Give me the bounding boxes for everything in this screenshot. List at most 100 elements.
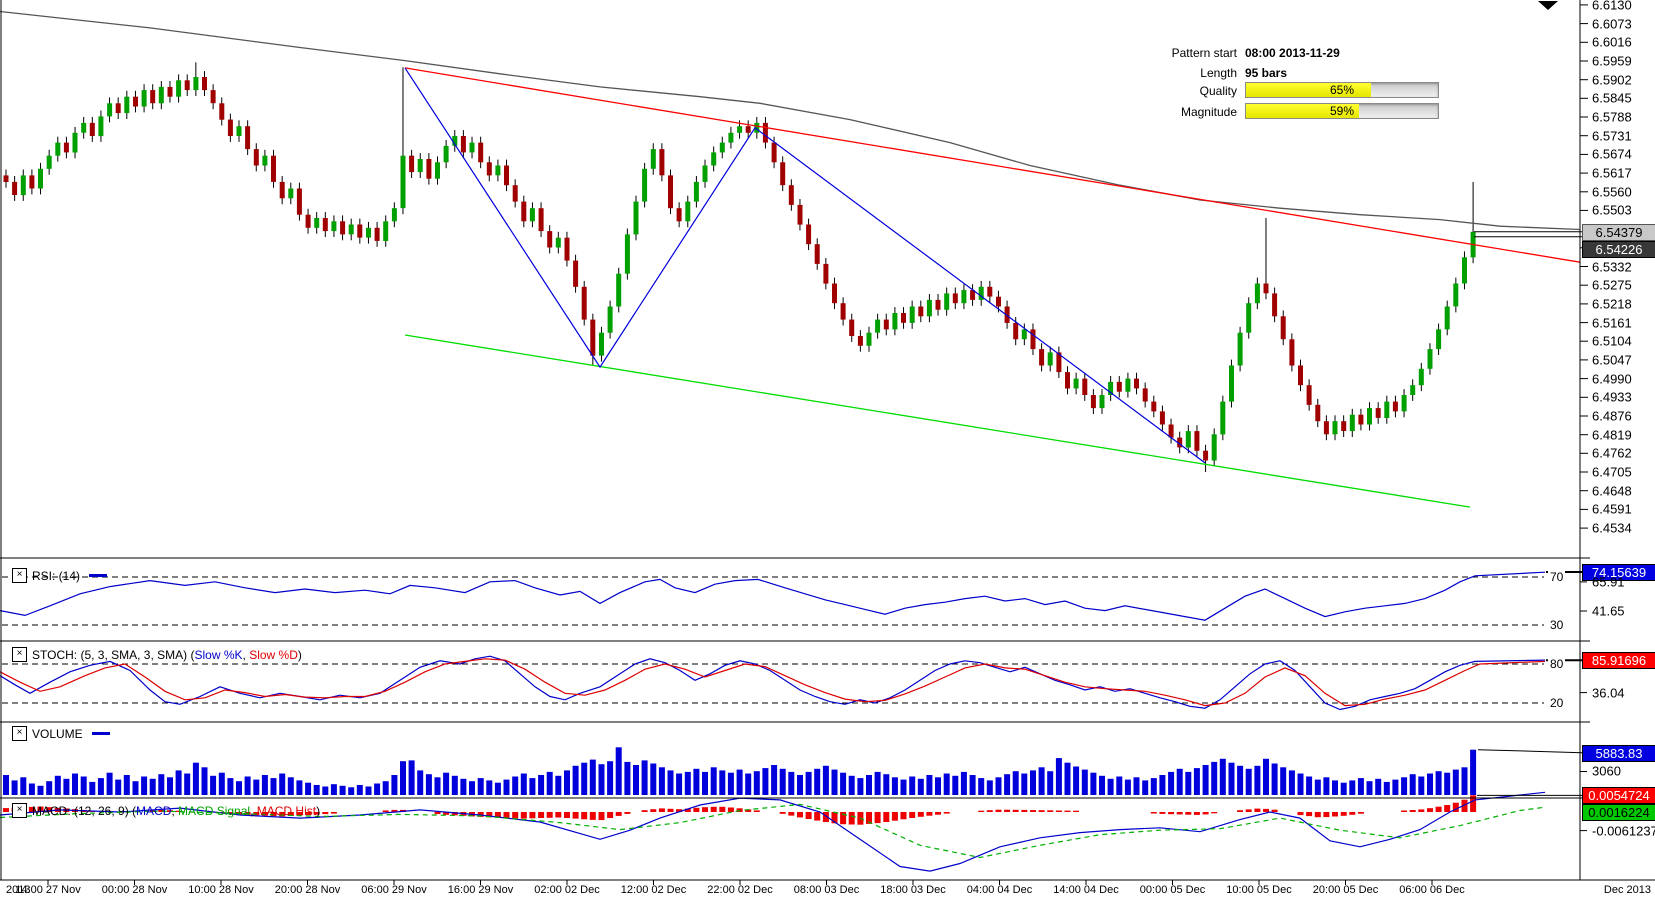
stoch-level-label: 80 [1548,657,1566,671]
rsi-legend-line [89,574,108,577]
stoch-panel-header: × STOCH: (5, 3, SMA, 3, SMA) (Slow %K, S… [12,647,302,662]
time-tick-label: 20:00 28 Nov [274,884,341,896]
title-part: Slow %D [249,647,298,662]
title-part: MACD Signal [178,803,251,818]
previous-price-badge: 6.54226 [1582,240,1655,258]
time-tick-label: 10:00 05 Dec [1226,884,1292,896]
time-tick-label: 14:00 27 Nov [15,884,81,896]
time-tick-label: 16:00 29 Nov [447,884,514,896]
price-tick-label: 6.5161 [1592,315,1632,331]
title-part: ) [297,647,302,662]
rsi-title: RSI: (14) [32,568,81,583]
volume-collapse-toggle[interactable]: × [12,726,27,741]
title-part: ) [316,803,321,818]
stoch-collapse-toggle[interactable]: × [12,647,27,662]
time-tick-label: 00:00 05 Dec [1139,884,1206,896]
price-tick-label: 6.4705 [1592,464,1632,480]
price-tick-label: 6.5047 [1592,352,1632,368]
quality-progress-bar: 65% [1245,82,1439,98]
pattern-start-value: 08:00 2013-11-29 [1245,46,1340,60]
price-tick-label: 6.5275 [1592,277,1632,293]
time-tick-label: 20:00 05 Dec [1312,884,1379,896]
rsi-level-label: 30 [1548,618,1566,632]
price-tick-label: 6.5674 [1592,146,1632,162]
current-price-badge: 6.54379 [1582,223,1655,241]
title-part: Slow %K [194,647,243,662]
stoch-title: STOCH: (5, 3, SMA, 3, SMA) (Slow %K, Slo… [32,648,302,662]
time-tick-label: 18:00 03 Dec [880,884,946,896]
magnitude-bar-text: 59% [1329,104,1355,118]
time-tick-label: 06:00 29 Nov [361,884,427,896]
rsi-tick-label: 41.65 [1592,603,1625,619]
macd-hist-badge: 0.0054724 [1582,787,1655,805]
price-tick-label: 6.5218 [1592,296,1632,312]
quality-bar-fill [1246,83,1371,97]
quality-bar-text: 65% [1329,83,1355,97]
price-tick-label: 6.5560 [1592,184,1632,200]
time-tick-label: 12:00 02 Dec [620,884,687,896]
magnitude-progress-bar: 59% [1245,103,1439,119]
price-tick-label: 6.4876 [1592,408,1632,424]
title-part: , [250,803,257,818]
price-tick-label: 6.4648 [1592,483,1632,499]
magnitude-label: Magnitude [1180,105,1237,119]
rsi-panel-header: × RSI: (14) [12,568,108,583]
rsi-tick-label: 65.91 [1592,574,1625,590]
volume-legend-line [91,732,110,735]
price-tick-label: 6.5503 [1592,202,1632,218]
time-tick-label: 04:00 04 Dec [966,884,1033,896]
quality-label: Quality [1199,84,1237,98]
volume-title: VOLUME [32,726,83,741]
time-tick-label: 22:00 02 Dec [707,884,773,896]
magnitude-bar-fill [1246,104,1360,118]
macd-signal-badge: 0.0016224 [1582,804,1655,822]
price-tick-label: 6.5902 [1592,72,1632,88]
price-tick-label: 6.6130 [1592,0,1632,13]
stoch-tick-label: 36.04 [1592,685,1625,701]
price-tick-label: 6.4591 [1592,501,1632,517]
price-tick-label: 6.5104 [1592,333,1632,349]
rsi-level-label: 70 [1548,570,1566,584]
title-part: , [242,647,250,662]
macd-panel-header: × MACD: (12, 26, 9) (MACD, MACD Signal, … [12,803,320,818]
macd-collapse-toggle[interactable]: × [12,803,27,818]
time-axis-year-label: 2013 [6,884,31,896]
title-part: STOCH: (5, 3, SMA, 3, SMA) ( [32,647,195,662]
macd-tick-label: -0.0061237 [1592,823,1655,839]
title-part: MACD [136,803,172,818]
stoch-level-label: 20 [1548,696,1566,710]
pattern-direction-marker [1538,1,1558,10]
time-tick-label: 02:00 02 Dec [534,884,600,896]
price-tick-label: 6.4819 [1592,427,1632,443]
rsi-collapse-toggle[interactable]: × [12,568,27,583]
price-tick-label: 6.4933 [1592,389,1632,405]
pattern-start-label: Pattern start [1171,46,1237,60]
price-tick-label: 6.4762 [1592,445,1632,461]
rsi-value-badge: 74.15639 [1582,564,1655,581]
price-tick-label: 6.5845 [1592,90,1632,106]
volume-value-badge: 5883.83 [1582,744,1655,762]
price-tick-label: 6.5332 [1592,259,1632,274]
title-part: MACD Hist [256,803,317,818]
volume-panel-header: × VOLUME [12,726,110,741]
price-tick-label: 6.5959 [1592,53,1632,69]
time-tick-label: 06:00 06 Dec [1399,884,1465,896]
time-tick-label: 08:00 03 Dec [793,884,860,896]
price-tick-label: 6.6073 [1592,16,1632,32]
time-tick-label: 00:00 28 Nov [101,884,168,896]
price-tick-label: 6.6016 [1592,34,1632,50]
time-tick-label: 14:00 04 Dec [1053,884,1119,896]
macd-title: MACD: (12, 26, 9) (MACD, MACD Signal, MA… [32,804,320,818]
price-tick-label: 6.5788 [1592,109,1632,125]
stoch-value-badge: 85.91696 [1582,652,1655,670]
length-value: 95 bars [1245,66,1288,80]
title-part: , [171,803,179,818]
price-tick-label: 6.4534 [1592,520,1632,536]
price-tick-label: 6.4990 [1592,371,1632,387]
title-part: MACD: (12, 26, 9) ( [32,803,137,818]
volume-tick-label: 3060 [1592,763,1621,779]
price-tick-label: 6.5617 [1592,165,1632,181]
length-label: Length [1200,66,1237,80]
